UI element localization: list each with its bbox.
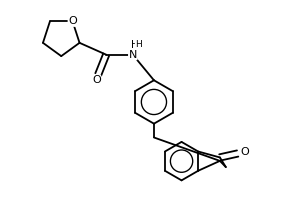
Text: H: H — [135, 40, 142, 49]
Text: H: H — [131, 40, 139, 50]
Text: O: O — [240, 147, 249, 157]
Text: O: O — [92, 75, 101, 85]
Text: O: O — [68, 16, 77, 26]
Text: N: N — [129, 50, 137, 60]
